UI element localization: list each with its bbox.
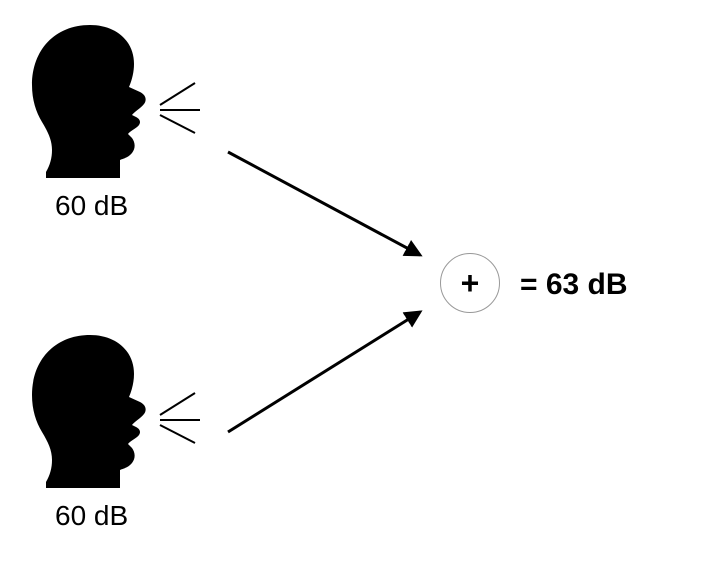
decibel-addition-diagram: 60 dB 60 dB + = 63 dB — [0, 0, 707, 574]
result-label: = 63 dB — [520, 268, 628, 302]
plus-symbol: + — [461, 265, 480, 302]
plus-combiner: + — [440, 253, 500, 313]
